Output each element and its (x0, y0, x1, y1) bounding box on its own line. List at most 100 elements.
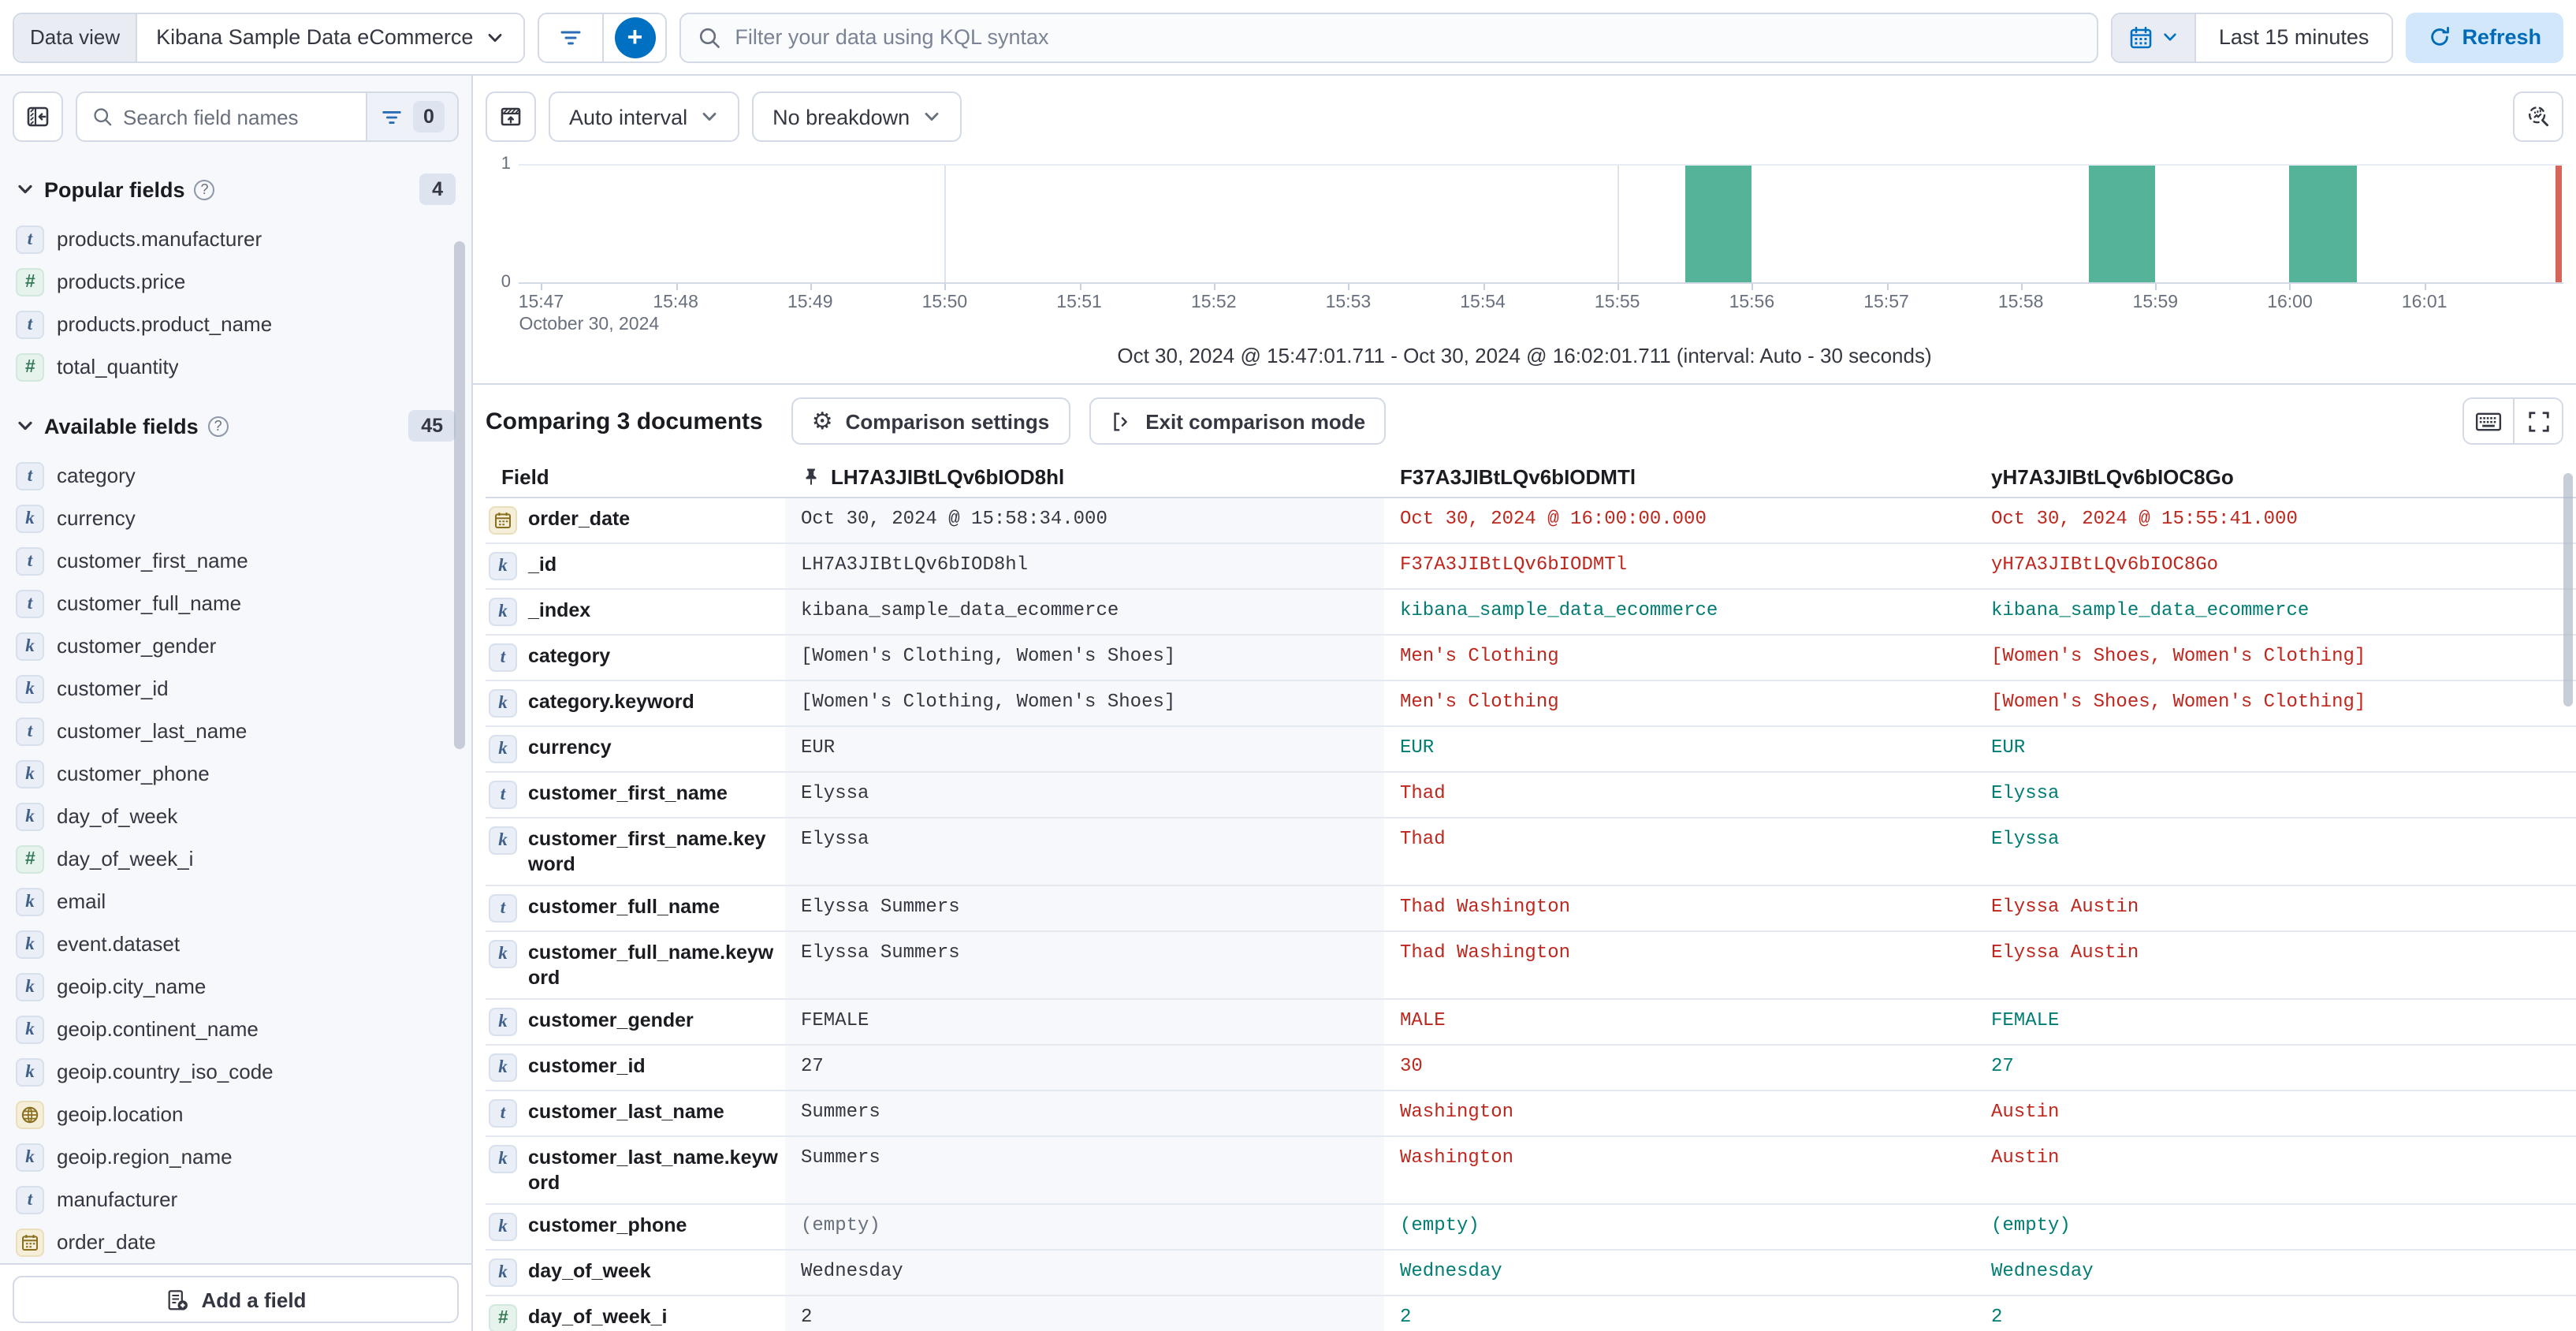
sidebar-field-geoip.location[interactable]: geoip.location (0, 1093, 471, 1135)
sidebar-field-customer_id[interactable]: k customer_id (0, 667, 471, 710)
value-cell[interactable]: 30 (1400, 1055, 1423, 1077)
comparison-settings-button[interactable]: ⚙ Comparison settings (791, 397, 1070, 445)
field-cell[interactable]: t category (486, 636, 785, 680)
add-field-button[interactable]: Add a field (13, 1276, 459, 1323)
value-cell[interactable]: Oct 30, 2024 @ 15:55:41.000 (1991, 508, 2298, 530)
value-cell[interactable]: Washington (1400, 1146, 1514, 1169)
refresh-button[interactable]: Refresh (2405, 12, 2563, 62)
value-cell[interactable]: Elyssa (1991, 782, 2060, 804)
add-filter-button[interactable]: + (602, 13, 666, 61)
field-section-header[interactable]: Available fields? 45 (0, 388, 471, 448)
field-cell[interactable]: # day_of_week_i (486, 1296, 785, 1331)
sidebar-field-products.manufacturer[interactable]: t products.manufacturer (0, 218, 471, 260)
pinned-doc-column-header[interactable]: LH7A3JIBtLQv6bIOD8hl (785, 457, 1384, 497)
value-cell[interactable]: Elyssa (785, 818, 1384, 885)
sidebar-field-category[interactable]: t category (0, 454, 471, 497)
value-cell[interactable]: Elyssa Austin (1991, 896, 2139, 918)
sidebar-field-currency[interactable]: k currency (0, 497, 471, 539)
sidebar-field-geoip.region_name[interactable]: k geoip.region_name (0, 1135, 471, 1178)
value-cell[interactable]: Elyssa Summers (785, 886, 1384, 930)
field-section-header[interactable]: Popular fields? 4 (0, 151, 471, 211)
sidebar-field-geoip.continent_name[interactable]: k geoip.continent_name (0, 1008, 471, 1050)
histogram-bar[interactable] (2289, 166, 2358, 282)
value-cell[interactable]: Thad Washington (1400, 896, 1571, 918)
value-cell[interactable]: Summers (785, 1091, 1384, 1135)
value-cell[interactable]: FEMALE (785, 1000, 1384, 1044)
interval-select[interactable]: Auto interval (549, 91, 740, 142)
value-cell[interactable]: kibana_sample_data_ecommerce (1400, 599, 1718, 621)
value-cell[interactable]: Elyssa (785, 773, 1384, 817)
value-cell[interactable]: yH7A3JIBtLQv6bIOC8Go (1991, 554, 2219, 576)
value-cell[interactable]: [Women's Clothing, Women's Shoes] (785, 636, 1384, 680)
value-cell[interactable]: Austin (1991, 1146, 2060, 1169)
value-cell[interactable]: Thad (1400, 828, 1446, 850)
sidebar-field-manufacturer[interactable]: t manufacturer (0, 1178, 471, 1221)
value-cell[interactable]: Wednesday (785, 1251, 1384, 1295)
histogram-bar[interactable] (1684, 166, 1752, 282)
keyboard-shortcuts-button[interactable] (2464, 399, 2513, 443)
sidebar-field-products.product_name[interactable]: t products.product_name (0, 303, 471, 345)
field-cell[interactable]: k _index (486, 590, 785, 634)
field-search-input[interactable]: Search field names 0 (76, 91, 459, 142)
value-cell[interactable]: Thad Washington (1400, 941, 1571, 964)
sidebar-field-products.price[interactable]: # products.price (0, 260, 471, 303)
value-cell[interactable]: Thad (1400, 782, 1446, 804)
table-scrollbar[interactable] (2563, 473, 2573, 707)
filter-button[interactable] (539, 13, 603, 61)
field-cell[interactable]: t customer_last_name (486, 1091, 785, 1135)
sidebar-field-geoip.country_iso_code[interactable]: k geoip.country_iso_code (0, 1050, 471, 1093)
value-cell[interactable]: Summers (785, 1137, 1384, 1203)
histogram-bar[interactable] (2088, 166, 2156, 282)
value-cell[interactable]: MALE (1400, 1009, 1446, 1031)
field-cell[interactable]: k customer_id (486, 1046, 785, 1090)
value-cell[interactable]: Oct 30, 2024 @ 16:00:00.000 (1400, 508, 1707, 530)
time-range-button[interactable]: Last 15 minutes (2196, 13, 2392, 61)
field-cell[interactable]: k customer_first_name.keyword (486, 818, 785, 885)
sidebar-field-total_quantity[interactable]: # total_quantity (0, 345, 471, 388)
value-cell[interactable]: [Women's Shoes, Women's Clothing] (1991, 691, 2366, 713)
field-cell[interactable]: t customer_first_name (486, 773, 785, 817)
sidebar-field-customer_full_name[interactable]: t customer_full_name (0, 582, 471, 624)
value-cell[interactable]: LH7A3JIBtLQv6bIOD8hl (785, 544, 1384, 588)
value-cell[interactable]: 2 (785, 1296, 1384, 1331)
value-cell[interactable]: (empty) (785, 1205, 1384, 1249)
doc-column-header[interactable]: yH7A3JIBtLQv6bIOC8Go (1975, 457, 2554, 497)
date-picker-menu-button[interactable] (2113, 13, 2197, 61)
value-cell[interactable]: Men's Clothing (1400, 691, 1559, 713)
value-cell[interactable]: FEMALE (1991, 1009, 2060, 1031)
value-cell[interactable]: Elyssa Summers (785, 932, 1384, 998)
sidebar-field-day_of_week_i[interactable]: # day_of_week_i (0, 837, 471, 880)
data-view-picker[interactable]: Kibana Sample Data eCommerce (137, 13, 524, 61)
fullscreen-button[interactable] (2513, 399, 2562, 443)
sidebar-field-customer_phone[interactable]: k customer_phone (0, 752, 471, 795)
field-filter-controls[interactable]: 0 (366, 93, 457, 140)
value-cell[interactable]: 2 (1400, 1306, 1412, 1328)
value-cell[interactable]: Oct 30, 2024 @ 15:58:34.000 (785, 498, 1384, 542)
value-cell[interactable]: Elyssa (1991, 828, 2060, 850)
value-cell[interactable]: Wednesday (1400, 1260, 1502, 1282)
field-cell[interactable]: k customer_phone (486, 1205, 785, 1249)
value-cell[interactable]: EUR (1991, 736, 2026, 759)
field-cell[interactable]: k customer_last_name.keyword (486, 1137, 785, 1203)
value-cell[interactable]: Men's Clothing (1400, 645, 1559, 667)
hide-chart-button[interactable] (486, 91, 536, 142)
kql-search-input[interactable]: Filter your data using KQL syntax (679, 12, 2099, 62)
sidebar-field-customer_first_name[interactable]: t customer_first_name (0, 539, 471, 582)
value-cell[interactable]: kibana_sample_data_ecommerce (785, 590, 1384, 634)
value-cell[interactable]: Elyssa Austin (1991, 941, 2139, 964)
sidebar-field-geoip.city_name[interactable]: k geoip.city_name (0, 965, 471, 1008)
value-cell[interactable]: EUR (1400, 736, 1435, 759)
chart-plot-area[interactable] (519, 164, 2563, 284)
field-cell[interactable]: k day_of_week (486, 1251, 785, 1295)
field-cell[interactable]: k category.keyword (486, 681, 785, 725)
value-cell[interactable]: F37A3JIBtLQv6bIODMTl (1400, 554, 1628, 576)
field-cell[interactable]: k customer_gender (486, 1000, 785, 1044)
explore-in-lens-button[interactable] (2513, 91, 2563, 142)
breakdown-select[interactable]: No breakdown (752, 91, 962, 142)
doc-column-header[interactable]: F37A3JIBtLQv6bIODMTl (1384, 457, 1975, 497)
value-cell[interactable]: 27 (785, 1046, 1384, 1090)
field-cell[interactable]: k customer_full_name.keyword (486, 932, 785, 998)
field-cell[interactable]: k currency (486, 727, 785, 771)
field-cell[interactable]: t customer_full_name (486, 886, 785, 930)
value-cell[interactable]: (empty) (1400, 1214, 1480, 1236)
